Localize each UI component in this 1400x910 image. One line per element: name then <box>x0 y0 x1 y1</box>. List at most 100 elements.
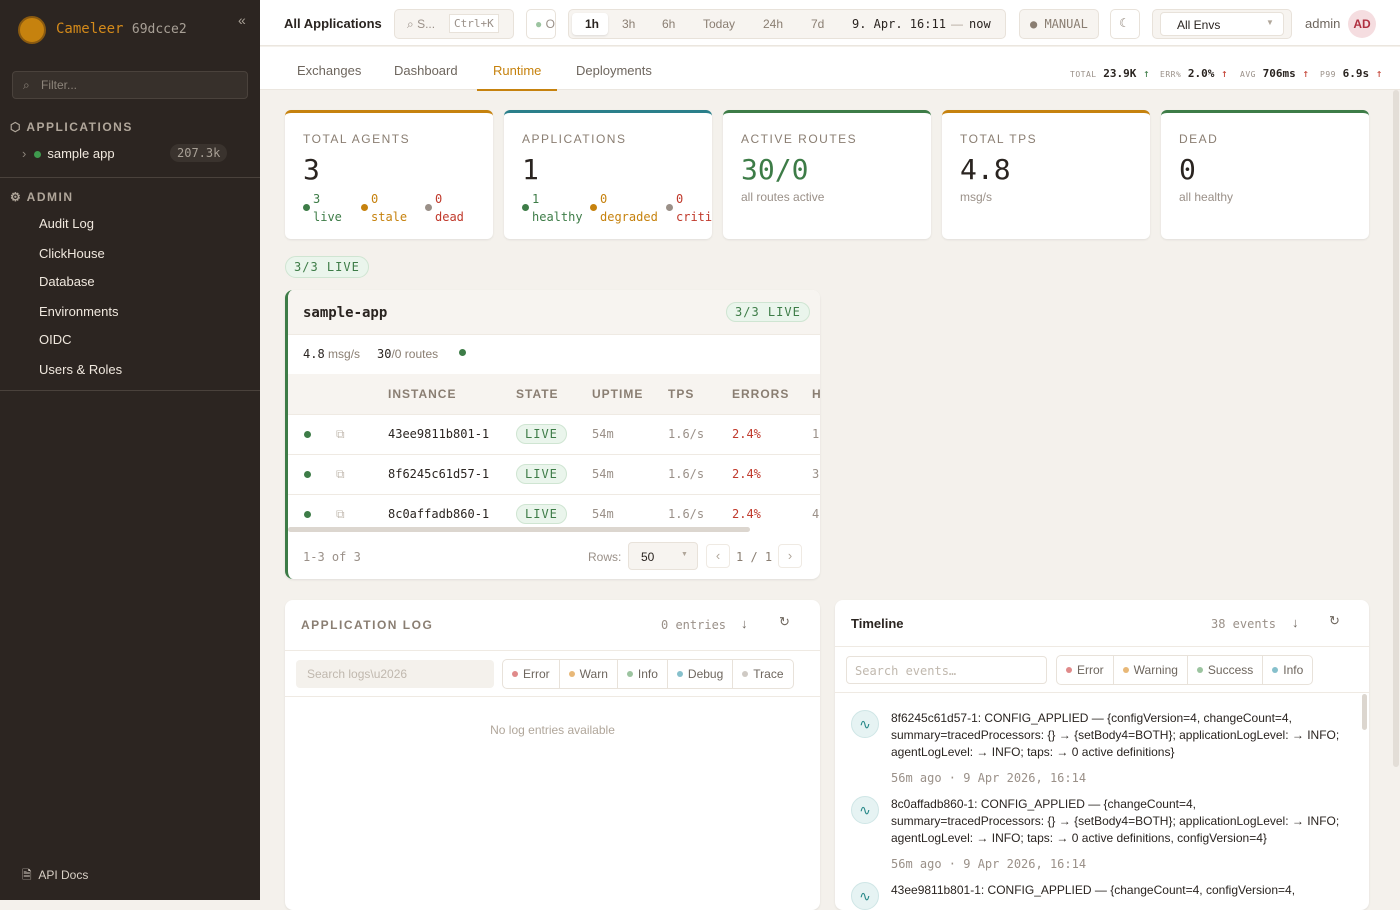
kpi-value: 23.9K <box>1103 67 1137 80</box>
trend-up-icon: ↑ <box>1375 67 1383 80</box>
collapse-sidebar-button[interactable]: « <box>238 12 246 28</box>
document-icon: 🗎 <box>22 868 32 882</box>
filter-success[interactable]: Success <box>1188 656 1264 684</box>
filter-info[interactable]: Info <box>618 660 668 688</box>
instance-id[interactable]: 43ee9811b801-1 <box>388 413 516 454</box>
card-subtitle: all routes active <box>741 190 825 204</box>
search-label: S... <box>417 17 436 31</box>
tab-runtime[interactable]: Runtime <box>476 63 558 91</box>
instance-id[interactable]: 8f6245c61d57-1 <box>388 453 516 494</box>
refresh-icon[interactable]: ↻ <box>779 614 790 629</box>
level-dot <box>1122 667 1129 673</box>
range-today[interactable]: Today <box>703 17 736 31</box>
tab-exchanges[interactable]: Exchanges <box>297 63 362 78</box>
timeline-panel: Timeline 38 events ↓ ↻ Search events… Er… <box>835 600 1369 910</box>
prev-page-button[interactable]: ‹ <box>706 544 730 568</box>
timeline-search-input[interactable]: Search events… <box>846 656 1047 684</box>
level-label: Info <box>1283 663 1304 677</box>
sidebar-item-oidc[interactable]: OIDC <box>39 332 72 347</box>
range-from[interactable]: 9. Apr. 16:11 <box>852 17 946 31</box>
theme-toggle-moon-icon[interactable]: ☾ <box>1110 9 1140 39</box>
range-separator: — <box>951 17 963 31</box>
page-scrollbar[interactable] <box>1393 90 1399 767</box>
filter-error[interactable]: Error <box>1057 656 1114 684</box>
h-value: 1 <box>812 413 820 454</box>
log-search-input[interactable]: Search logs\u2026 <box>296 660 494 688</box>
external-link-icon[interactable]: ⧉ <box>326 413 388 454</box>
refresh-mode-button[interactable]: ● MANUAL <box>1019 9 1099 39</box>
col-h[interactable]: H <box>812 374 820 414</box>
app-name: sample app <box>47 146 115 161</box>
external-link-icon[interactable]: ⧉ <box>326 453 388 494</box>
uptime: 54m <box>592 453 668 494</box>
sidebar-item-audit-log[interactable]: Audit Log <box>39 216 94 231</box>
active-range-bg <box>572 13 608 35</box>
filter-error[interactable]: Error <box>503 660 560 688</box>
admin-label: ADMIN <box>26 190 74 204</box>
range-6h[interactable]: 6h <box>662 17 676 31</box>
col-errors[interactable]: ERRORS <box>732 374 812 414</box>
refresh-icon[interactable]: ↻ <box>1329 613 1340 628</box>
tps-unit: msg/s <box>328 347 361 361</box>
admin-section[interactable]: ⚙ ADMIN <box>10 190 73 204</box>
sidebar: Cameleer 69dcce2 « ⌕ Filter... ⬡ APPLICAT… <box>0 0 260 900</box>
app-name[interactable]: sample-app <box>303 305 388 321</box>
rows-label: Rows: <box>588 550 622 564</box>
username[interactable]: admin <box>1305 16 1341 31</box>
refresh-mode-label: MANUAL <box>1044 17 1088 31</box>
table-row[interactable]: ⧉ 8f6245c61d57-1 LIVE 54m 1.6/s 2.4% 3 <box>288 453 820 494</box>
sidebar-item-database[interactable]: Database <box>39 274 95 289</box>
breakdown-live: 3 live <box>303 190 342 226</box>
tps-value: 4.8 <box>303 347 325 361</box>
brand-name: Cameleer <box>56 21 124 37</box>
api-docs-link[interactable]: 🗎 API Docs <box>22 866 88 887</box>
range-to[interactable]: now <box>969 17 991 31</box>
cameleer-logo <box>18 16 46 44</box>
card-value: 4.8 <box>960 153 1011 186</box>
range-24h[interactable]: 24h <box>763 17 784 31</box>
filter-warning[interactable]: Warning <box>1114 656 1188 684</box>
kpi-avg: AVG 706ms ↑ <box>1240 67 1309 80</box>
tab-deployments[interactable]: Deployments <box>576 63 652 78</box>
avatar[interactable]: AD <box>1348 10 1376 38</box>
range-1h[interactable]: 1h <box>585 17 600 31</box>
filter-trace[interactable]: Trace <box>733 660 792 688</box>
timeline-scrollbar[interactable] <box>1362 694 1367 730</box>
range-7d[interactable]: 7d <box>811 17 825 31</box>
col-tps[interactable]: TPS <box>668 374 732 414</box>
timeline-count: 38 events <box>1211 617 1277 631</box>
col-state[interactable]: STATE <box>516 374 592 414</box>
divider <box>835 692 1369 693</box>
stat-card-active-routes: ACTIVE ROUTES 30/0 all routes active <box>723 110 931 239</box>
filter-debug[interactable]: Debug <box>668 660 734 688</box>
filter-input[interactable]: ⌕ Filter... <box>12 71 248 99</box>
sidebar-app-sample-app[interactable]: › sample app 207.3k <box>22 144 232 164</box>
applications-section[interactable]: ⬡ APPLICATIONS <box>10 120 133 134</box>
search-button[interactable]: ⌕ S... Ctrl+K <box>394 9 514 39</box>
filter-info[interactable]: Info <box>1263 656 1312 684</box>
scroll-to-bottom-arrow-icon[interactable]: ↓ <box>1292 615 1299 630</box>
tab-dashboard[interactable]: Dashboard <box>394 63 458 78</box>
critical-dot <box>666 204 673 211</box>
version: 69dcce2 <box>131 22 187 37</box>
horizontal-scrollbar[interactable] <box>288 527 750 532</box>
state-badge: LIVE <box>516 504 567 525</box>
card-value: 1 <box>522 153 539 186</box>
range-3h[interactable]: 3h <box>622 17 636 31</box>
sidebar-item-clickhouse[interactable]: ClickHouse <box>39 246 105 261</box>
count: 3 <box>313 192 321 206</box>
search-icon: ⌕ <box>407 17 414 31</box>
sidebar-item-users-roles[interactable]: Users & Roles <box>39 362 123 377</box>
status-button[interactable]: ● O <box>526 9 556 39</box>
col-instance[interactable]: INSTANCE <box>388 374 516 414</box>
timeline-title: Timeline <box>851 616 904 631</box>
rows-per-page-select[interactable]: 50 ▼ <box>628 542 698 570</box>
col-uptime[interactable]: UPTIME <box>592 374 668 414</box>
environment-select[interactable]: All Envs ▼ <box>1152 9 1292 39</box>
sidebar-item-environments[interactable]: Environments <box>39 304 119 319</box>
next-page-button[interactable]: › <box>778 544 802 568</box>
errors: 2.4% <box>732 453 812 494</box>
filter-warn[interactable]: Warn <box>560 660 618 688</box>
scroll-to-bottom-arrow-icon[interactable]: ↓ <box>741 616 748 631</box>
table-row[interactable]: ⧉ 43ee9811b801-1 LIVE 54m 1.6/s 2.4% 1 <box>288 413 820 454</box>
